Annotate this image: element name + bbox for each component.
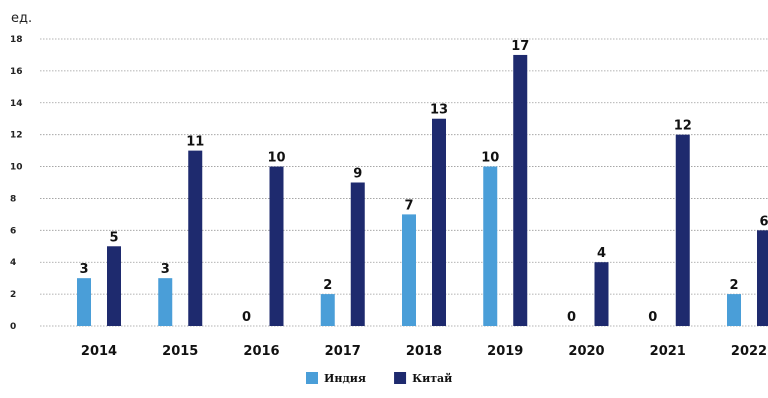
y-tick-label: 12: [10, 131, 23, 141]
y-tick-label: 18: [10, 35, 23, 45]
x-tick-label: 2015: [162, 344, 198, 359]
data-label: 5: [109, 230, 118, 245]
x-tick-label: 2014: [81, 344, 117, 359]
bar: [320, 294, 335, 326]
data-label: 2: [323, 278, 332, 293]
data-label: 11: [186, 135, 204, 150]
bar: [107, 246, 121, 326]
bar: [188, 150, 203, 326]
x-axis-ticks: 2014 2015 2016 2017 2018 2019 2020 2021 2022: [81, 344, 767, 359]
unit-label: ед.: [11, 11, 32, 26]
x-tick-label: 2017: [325, 344, 361, 359]
y-tick-label: 16: [10, 67, 23, 77]
bar: [158, 278, 173, 326]
data-label: 6: [759, 214, 768, 229]
y-tick-label: 14: [10, 99, 23, 109]
x-tick-label: 2021: [650, 344, 686, 359]
legend: Индия Китай: [306, 372, 452, 385]
y-tick-label: 8: [10, 194, 16, 204]
data-label: 4: [597, 246, 606, 261]
data-label: 0: [567, 310, 576, 325]
bar: [402, 214, 416, 326]
bar: [675, 134, 690, 326]
data-label: 10: [267, 151, 285, 166]
x-tick-label: 2020: [568, 344, 604, 359]
y-axis-ticks: 0 2 4 6 8 10 12 14 16 18: [10, 35, 23, 332]
data-label: 0: [242, 310, 251, 325]
bar: [757, 230, 768, 326]
y-tick-label: 4: [10, 258, 16, 268]
data-label: 3: [79, 262, 88, 277]
data-label: 13: [430, 103, 448, 118]
x-tick-label: 2016: [243, 344, 279, 359]
data-label: 10: [481, 151, 499, 166]
y-tick-label: 2: [10, 290, 16, 300]
data-label: 0: [648, 310, 657, 325]
data-label: 2: [729, 278, 738, 293]
data-label: 17: [511, 39, 529, 54]
x-tick-label: 2018: [406, 344, 442, 359]
bar: [483, 166, 498, 326]
bar: [594, 262, 609, 326]
y-tick-label: 10: [10, 163, 23, 173]
x-tick-label: 2022: [731, 344, 767, 359]
bars: [77, 54, 768, 326]
bar: [350, 182, 365, 326]
legend-swatch: [306, 372, 318, 384]
data-label: 3: [161, 262, 170, 277]
bar: [77, 278, 91, 326]
bar: [432, 118, 446, 326]
data-label: 12: [674, 119, 692, 134]
data-label: 9: [353, 167, 362, 182]
legend-label: Индия: [324, 372, 366, 385]
y-tick-label: 0: [10, 322, 16, 332]
bar: [513, 54, 528, 326]
x-tick-label: 2019: [487, 344, 523, 359]
data-labels: 3 5 3 11 0 10 2 9 7 13 10 17 0 4 0 12 2 6: [79, 39, 768, 325]
legend-label: Китай: [412, 372, 452, 385]
bar: [269, 166, 284, 326]
data-label: 7: [404, 198, 413, 213]
bar: [727, 294, 741, 326]
y-tick-label: 6: [10, 226, 16, 236]
legend-swatch: [394, 372, 407, 384]
